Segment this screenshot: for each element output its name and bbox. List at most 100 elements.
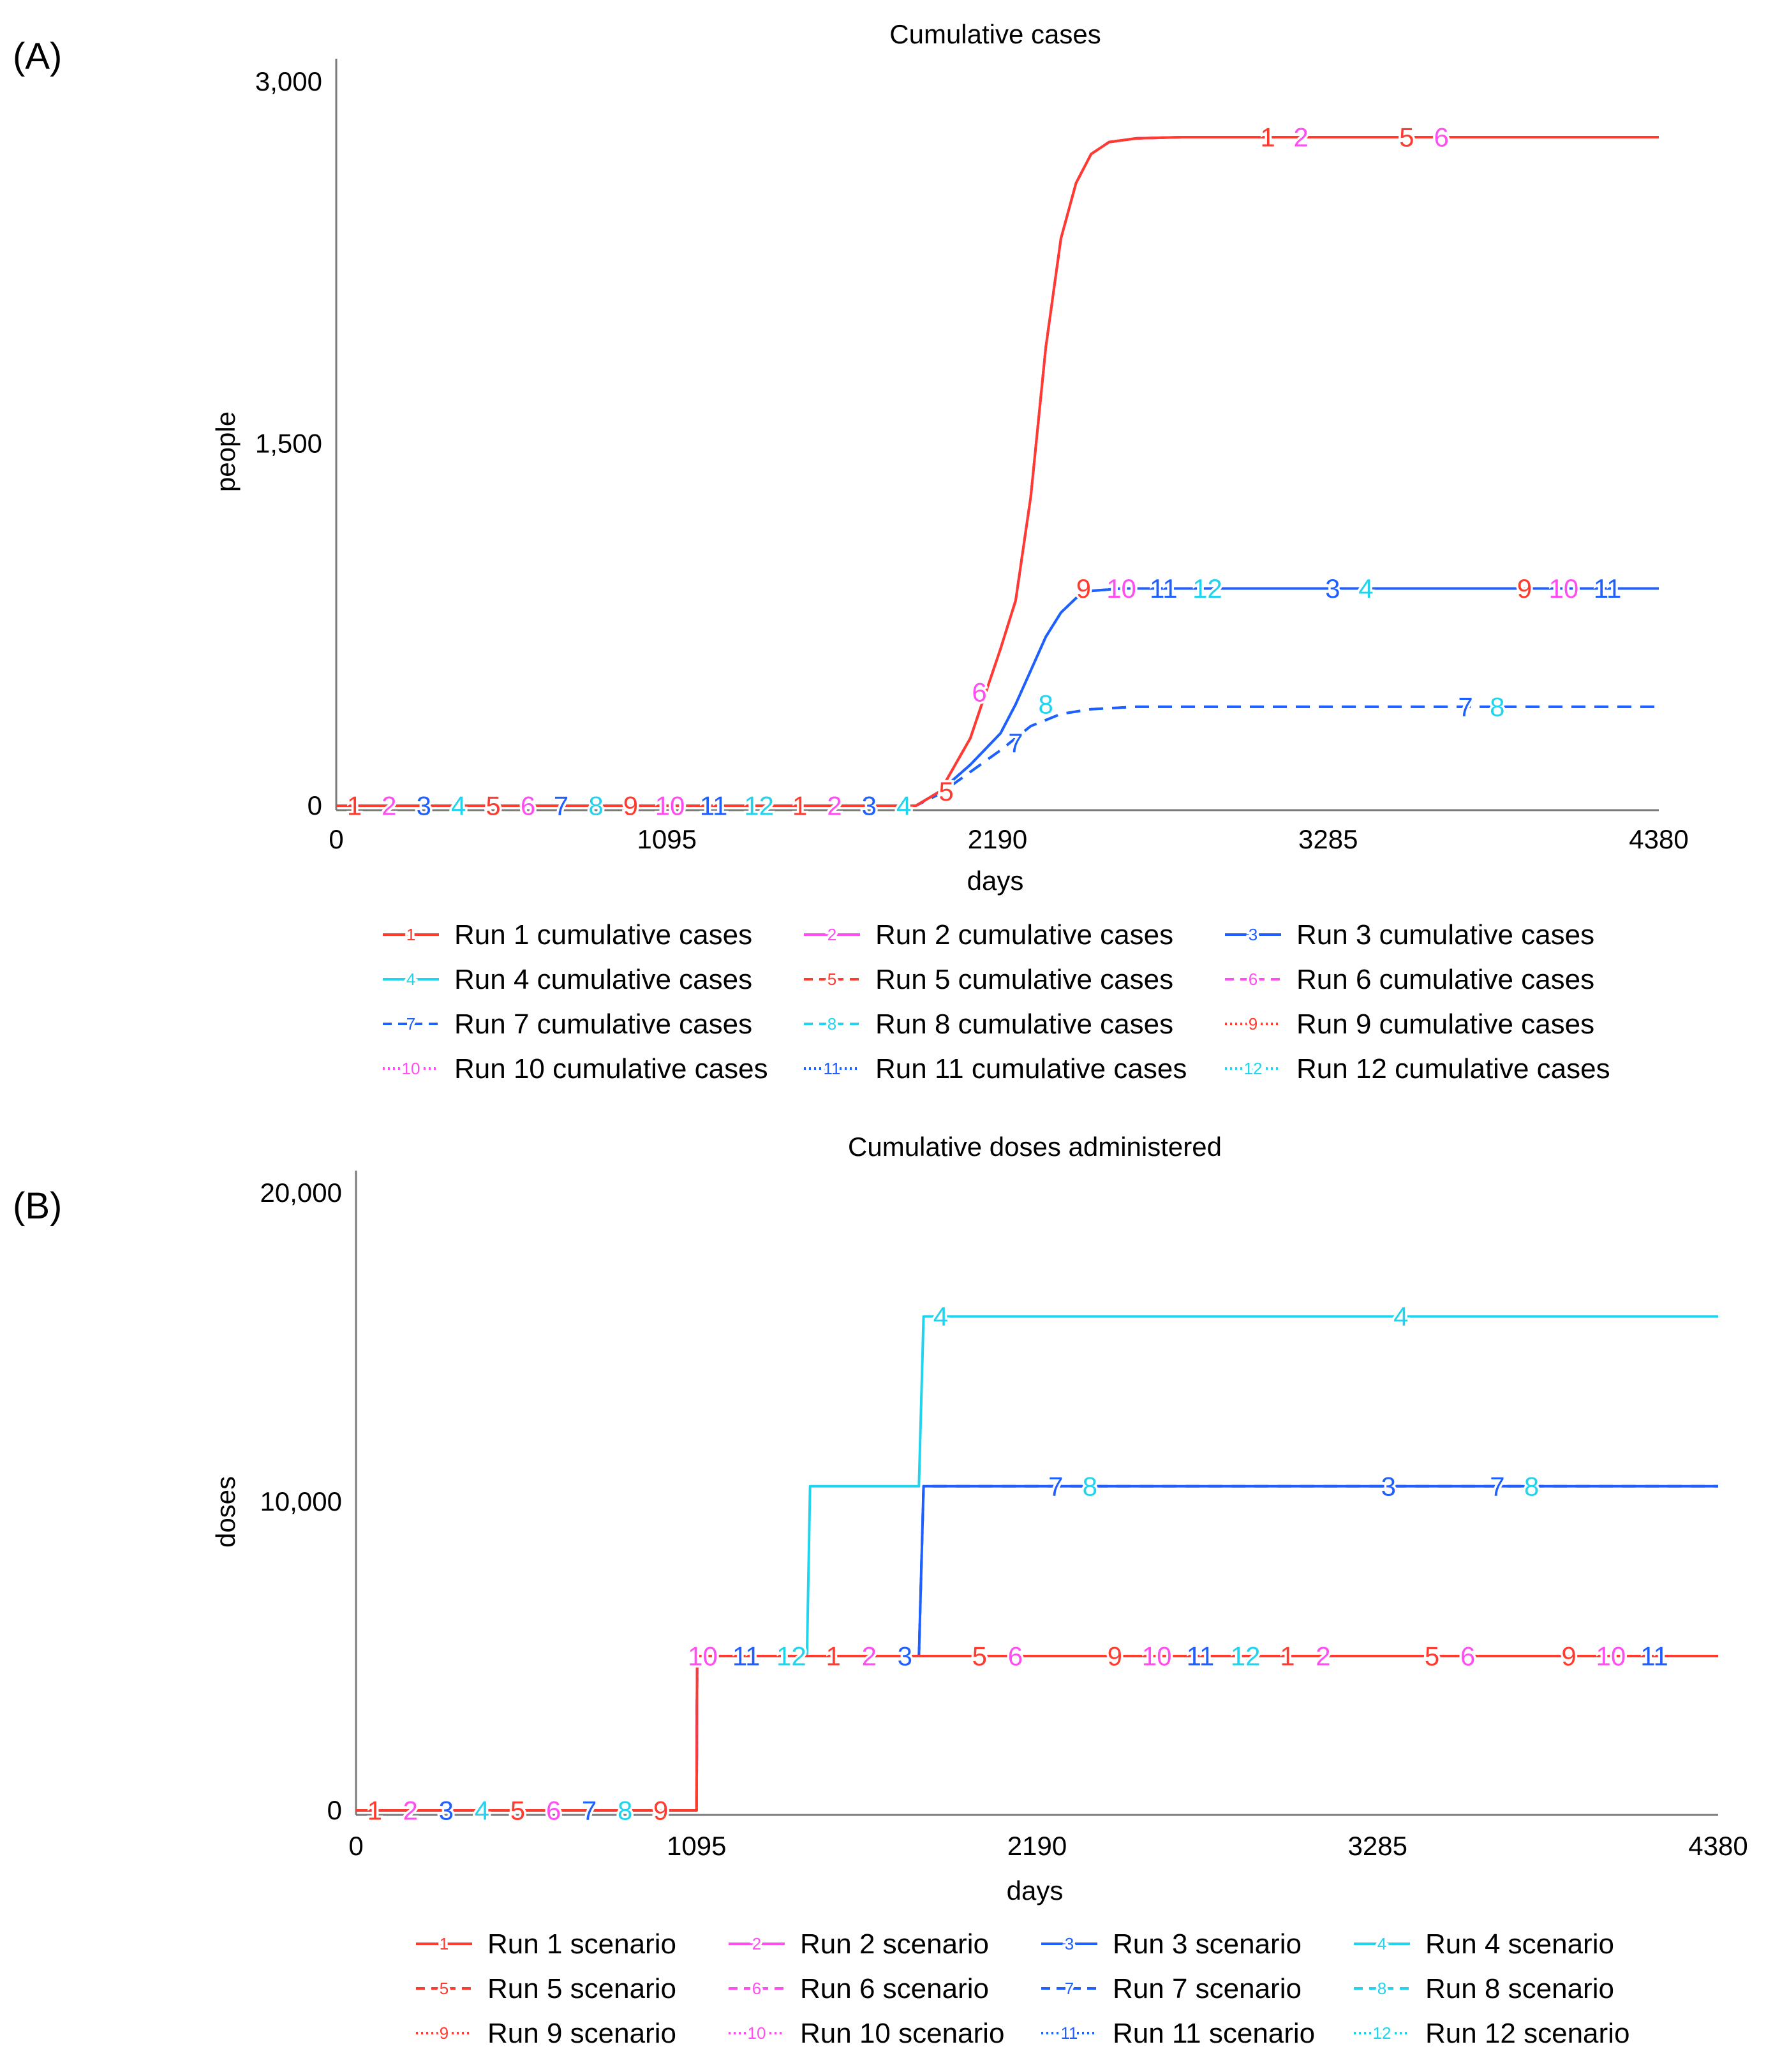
- run-marker-8: 8: [1083, 1471, 1097, 1501]
- legend-item-run-7: 7 Run 7 cumulative cases: [383, 1009, 752, 1040]
- run-marker-5: 5: [510, 1796, 525, 1826]
- run-marker-7: 7: [1458, 692, 1473, 722]
- run-marker-9: 9: [1108, 1641, 1122, 1671]
- x-tick-label: 0: [329, 824, 343, 854]
- legend-item-run-12: 12 Run 12 cumulative cases: [1225, 1053, 1610, 1084]
- panel-b-x-axis-label: days: [1007, 1876, 1064, 1906]
- legend-label: Run 10 scenario: [800, 2018, 1004, 2049]
- run-marker-2: 2: [1293, 122, 1308, 152]
- series-line-run-5: [356, 1655, 1718, 1812]
- run-marker-9: 9: [1517, 574, 1532, 603]
- legend-label: Run 2 scenario: [800, 1928, 989, 1960]
- run-marker-5: 5: [972, 1641, 987, 1671]
- legend-item-run-6: 6 Run 6 scenario: [729, 1973, 989, 2004]
- run-marker-9: 9: [1561, 1641, 1576, 1671]
- legend-item-run-4: 4 Run 4 scenario: [1354, 1928, 1614, 1960]
- panel-b-label: (B): [13, 1185, 62, 1227]
- run-marker-7: 7: [582, 1796, 597, 1826]
- x-tick-label: 2190: [968, 824, 1027, 854]
- run-marker-10: 10: [1596, 1641, 1626, 1671]
- legend-label: Run 12 cumulative cases: [1296, 1053, 1610, 1084]
- run-marker-2: 2: [403, 1796, 418, 1826]
- run-marker-8: 8: [1039, 690, 1053, 720]
- legend-marker: 8: [1377, 1979, 1386, 1998]
- legend-label: Run 11 cumulative cases: [875, 1053, 1187, 1084]
- panel-b-title: Cumulative doses administered: [848, 1132, 1222, 1162]
- legend-marker: 7: [406, 1014, 415, 1033]
- run-marker-8: 8: [588, 791, 603, 821]
- y-tick-label: 3,000: [255, 66, 322, 96]
- series-line-run-6: [356, 1655, 1718, 1812]
- legend-label: Run 10 cumulative cases: [454, 1053, 768, 1084]
- x-tick-label: 0: [348, 1831, 363, 1861]
- run-marker-8: 8: [618, 1796, 632, 1826]
- y-tick-label: 0: [308, 790, 322, 820]
- run-marker-5: 5: [486, 791, 500, 821]
- legend-item-run-3: 3 Run 3 scenario: [1041, 1928, 1302, 1960]
- panel-a-series-lines: [336, 136, 1659, 807]
- run-marker-10: 10: [655, 791, 685, 821]
- legend-item-run-7: 7 Run 7 scenario: [1041, 1973, 1302, 2004]
- legend-marker: 11: [1061, 2024, 1078, 2043]
- legend-marker: 3: [1249, 925, 1258, 944]
- run-marker-11: 11: [700, 791, 728, 821]
- y-tick-label: 1,500: [255, 429, 322, 459]
- legend-label: Run 8 scenario: [1425, 1973, 1614, 2004]
- series-line-run-1: [336, 136, 1659, 807]
- panel-b-series-lines: [356, 1315, 1718, 1812]
- x-tick-label: 1095: [637, 824, 697, 854]
- legend-label: Run 8 cumulative cases: [875, 1009, 1173, 1040]
- run-marker-6: 6: [521, 791, 535, 821]
- legend-label: Run 5 scenario: [487, 1973, 676, 2004]
- legend-marker: 4: [1377, 1934, 1386, 1953]
- run-marker-1: 1: [367, 1796, 382, 1826]
- run-marker-10: 10: [1142, 1641, 1172, 1671]
- run-marker-11: 11: [1640, 1641, 1668, 1671]
- run-marker-10: 10: [1549, 574, 1579, 603]
- legend-item-run-9: 9 Run 9 cumulative cases: [1225, 1009, 1594, 1040]
- y-tick-label: 0: [327, 1795, 342, 1825]
- legend-label: Run 5 cumulative cases: [875, 964, 1173, 995]
- run-marker-5: 5: [1399, 122, 1414, 152]
- run-marker-8: 8: [1524, 1471, 1539, 1501]
- run-marker-4: 4: [475, 1796, 489, 1826]
- run-marker-1: 1: [347, 791, 362, 821]
- run-marker-6: 6: [1434, 122, 1449, 152]
- panel-a-cumulative-cases-chart: (A) Cumulative cases days people 0 1095 21…: [13, 19, 1689, 1084]
- run-marker-1: 1: [1280, 1641, 1295, 1671]
- legend-item-run-3: 3 Run 3 cumulative cases: [1225, 919, 1594, 951]
- run-marker-3: 3: [1381, 1471, 1396, 1501]
- series-line-run-7: [356, 1484, 1718, 1812]
- run-marker-9: 9: [623, 791, 638, 821]
- series-line-run-2: [356, 1655, 1718, 1812]
- run-marker-2: 2: [382, 791, 396, 821]
- series-line-run-3: [356, 1484, 1718, 1812]
- run-marker-3: 3: [898, 1641, 912, 1671]
- series-line-run-8: [356, 1484, 1718, 1812]
- run-marker-6: 6: [546, 1796, 561, 1826]
- legend-marker: 8: [827, 1014, 836, 1033]
- legend-marker: 9: [440, 2024, 449, 2043]
- panel-b-run-markers: 1 2 3 4 5 6 7 8 910 11 12 1 2 3 5 6 9 10 11 12 1 2 5 6 9 10 117 8 3 7…: [365, 1299, 1670, 1828]
- legend-label: Run 4 cumulative cases: [454, 964, 752, 995]
- run-marker-12: 12: [1231, 1641, 1261, 1671]
- legend-item-run-12: 12 Run 12 scenario: [1354, 2018, 1629, 2049]
- run-marker-11: 11: [1187, 1641, 1215, 1671]
- x-tick-label: 2190: [1007, 1831, 1067, 1861]
- series-line-run-10: [356, 1655, 1718, 1812]
- legend-marker: 5: [440, 1979, 449, 1998]
- run-marker-3: 3: [417, 791, 431, 821]
- panel-b-y-axis-label: doses: [211, 1476, 241, 1548]
- x-tick-label: 3285: [1298, 824, 1358, 854]
- run-marker-12: 12: [776, 1641, 806, 1671]
- legend-label: Run 1 cumulative cases: [454, 919, 752, 951]
- legend-marker: 1: [406, 925, 415, 944]
- run-marker-6: 6: [972, 677, 986, 707]
- legend-item-run-9: 9 Run 9 scenario: [416, 2018, 676, 2049]
- run-marker-5: 5: [1425, 1641, 1439, 1671]
- legend-marker: 1: [440, 1934, 449, 1953]
- run-marker-4: 4: [933, 1301, 948, 1331]
- panel-a-label: (A): [13, 36, 62, 77]
